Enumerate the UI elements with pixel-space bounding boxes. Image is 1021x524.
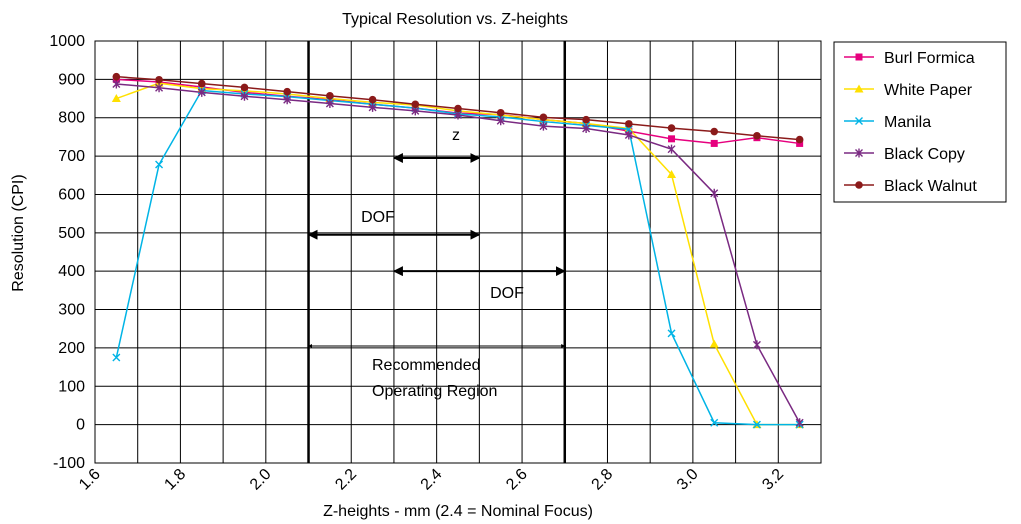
data-point [624, 125, 633, 134]
y-tick-label: 1000 [49, 33, 85, 50]
x-tick-label: 2.2 [332, 466, 360, 494]
data-point [667, 124, 676, 132]
x-tick-label: 2.8 [589, 466, 617, 494]
data-point [111, 94, 121, 103]
legend-swatch-marker [855, 148, 863, 158]
legend-label: Manila [884, 114, 931, 131]
z-label: z [452, 127, 460, 144]
data-point [197, 87, 206, 97]
annotations: z DOF DOF Recommended Operating Region [361, 127, 524, 400]
data-point [240, 91, 249, 101]
y-tick-label: 200 [58, 340, 85, 357]
x-tick-label: 2.4 [418, 466, 446, 494]
data-point [283, 87, 291, 96]
legend-swatch-marker [855, 117, 863, 125]
data-point [624, 123, 634, 132]
dof-label-1: DOF [361, 209, 395, 226]
data-point [539, 121, 548, 131]
data-point [710, 139, 718, 147]
data-point [454, 104, 462, 113]
legend-swatch-marker [855, 181, 863, 189]
data-point [112, 353, 121, 362]
data-point [582, 115, 590, 124]
data-point [795, 418, 804, 428]
data-point [283, 95, 292, 105]
data-point [496, 108, 505, 117]
x-axis-title: Z-heights - mm (2.4 = Nominal Focus) [323, 503, 593, 520]
x-tick-label: 2.0 [247, 466, 275, 494]
recommended-label-line1: Recommended [372, 357, 481, 374]
data-point [752, 420, 761, 429]
data-point [709, 339, 719, 348]
y-tick-label: 900 [58, 71, 85, 88]
data-point [112, 72, 121, 81]
data-point [795, 135, 804, 144]
data-point [752, 340, 761, 350]
legend-label: White Paper [884, 82, 973, 99]
legend-label: Burl Formica [884, 50, 975, 67]
x-tick-label: 1.8 [161, 466, 189, 494]
x-tick-label: 3.0 [674, 466, 702, 494]
y-tick-label: 300 [58, 302, 85, 319]
x-tick-label: 3.2 [759, 466, 787, 494]
data-point [753, 131, 761, 140]
chart-title: Typical Resolution vs. Z-heights [342, 11, 568, 28]
data-point [624, 130, 633, 140]
data-point [155, 75, 163, 84]
dof-label-2: DOF [490, 285, 524, 302]
data-point [326, 92, 334, 100]
data-point [796, 139, 804, 147]
data-point [155, 83, 164, 93]
legend: Burl Formica White Paper Manila Black Copy B… [833, 41, 1007, 203]
data-point [582, 123, 591, 133]
data-point [667, 170, 677, 179]
legend-box [833, 41, 1007, 203]
data-point [710, 418, 719, 427]
y-tick-label: 500 [58, 225, 85, 242]
y-tick-label: 700 [58, 148, 85, 165]
data-point [112, 79, 121, 89]
data-point [368, 95, 377, 104]
data-point [155, 160, 164, 169]
y-tick-label: 100 [58, 378, 85, 395]
legend-swatch-marker [855, 53, 863, 61]
data-point [496, 116, 505, 126]
data-point [667, 144, 676, 154]
data-point [368, 102, 377, 112]
data-point [539, 113, 548, 122]
data-point [668, 135, 676, 143]
data-point [240, 83, 249, 92]
data-point [667, 329, 676, 338]
legend-label: Black Copy [884, 146, 965, 163]
y-tick-label: 0 [76, 417, 85, 434]
y-axis-title: Resolution (CPI) [10, 174, 27, 291]
plot-frame [94, 40, 822, 464]
data-point [325, 99, 334, 109]
y-tick-label: 800 [58, 110, 85, 127]
legend-label: Black Walnut [884, 178, 977, 195]
x-tick-label: 2.6 [503, 466, 531, 494]
y-tick-label: -100 [53, 455, 85, 472]
data-point [197, 79, 206, 88]
legend-swatch-marker [854, 84, 864, 93]
data-point [411, 100, 420, 109]
y-tick-label: 400 [58, 263, 85, 280]
data-point [625, 120, 633, 128]
data-point [710, 188, 719, 198]
recommended-label-line2: Operating Region [372, 383, 497, 400]
y-tick-label: 600 [58, 186, 85, 203]
data-point [710, 127, 719, 136]
